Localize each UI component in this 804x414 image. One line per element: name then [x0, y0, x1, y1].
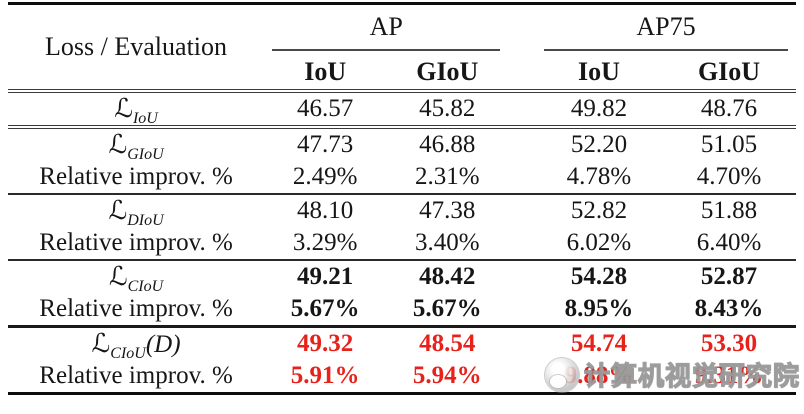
col-header-ap75-giou: GIoU [662, 55, 796, 93]
script-L-symbol: ℒ [91, 329, 111, 359]
row-label-lciou: ℒCIoU [8, 260, 264, 295]
table-row-giou-improv: Relative improv. % 2.49% 2.31% 4.78% 4.7… [8, 161, 796, 195]
loss-subscript: CIoU [127, 278, 164, 295]
row-label-relative-improv: Relative improv. % [8, 293, 265, 328]
column-spacer [508, 327, 536, 361]
loss-subscript: CIoU [110, 345, 146, 362]
col-header-ap-iou: IoU [264, 55, 387, 93]
cell-value: 8.95% [535, 293, 662, 328]
group-underline [543, 48, 788, 51]
cell-value: 54.28 [570, 263, 628, 290]
script-L-symbol: ℒ [108, 130, 128, 160]
row-label-ldiou: ℒDIoU [8, 194, 264, 229]
table-row-ldiou: ℒDIoU 48.10 47.38 52.82 51.88 [8, 194, 796, 229]
loss-suffix: (D) [145, 331, 181, 358]
cell-value: 52.87 [700, 263, 758, 290]
table-row-ciou-d-improv: Relative improv. % 5.91% 5.94% 9.88% 9.3… [8, 360, 796, 394]
cell-value: 49.82 [535, 91, 662, 129]
cell-value: 51.05 [700, 131, 758, 158]
table-row-diou-improv: Relative improv. % 3.29% 3.40% 6.02% 6.4… [8, 227, 796, 261]
loss-subscript: DIoU [127, 212, 164, 229]
table-row-ciou-improv: Relative improv. % 5.67% 5.67% 8.95% 8.4… [8, 293, 796, 328]
row-label-relative-improv: Relative improv. % [39, 362, 233, 389]
cell-value-highlighted: 5.94% [412, 362, 482, 389]
cell-value: 52.20 [570, 131, 628, 158]
loss-subscript: IoU [132, 110, 158, 127]
header-metric-row: IoU GIoU IoU GIoU [8, 55, 796, 93]
script-L-symbol: ℒ [108, 262, 128, 292]
column-spacer [508, 260, 536, 293]
loss-evaluation-table: Loss / Evaluation AP AP75 IoU GIoU IoU G… [8, 2, 796, 395]
group-underline [272, 48, 501, 51]
cell-value: 52.82 [570, 197, 628, 224]
group-header-ap: AP [264, 4, 508, 56]
cell-value: 4.70% [662, 161, 796, 195]
cell-value: 48.76 [662, 91, 796, 129]
row-label-relative-improv: Relative improv. % [8, 227, 265, 261]
col-header-ap-giou: GIoU [386, 55, 509, 93]
column-spacer [508, 3, 536, 93]
cell-value-highlighted: 9.31% [694, 362, 764, 389]
cell-value: 46.88 [419, 131, 476, 158]
row-label-lgiou: ℒGIoU [8, 127, 264, 163]
row-label-liou: ℒIoU [8, 91, 265, 129]
cell-value: 45.82 [386, 91, 509, 129]
table-row-lciou: ℒCIoU 49.21 48.42 54.28 52.87 [8, 260, 796, 295]
column-spacer [508, 194, 536, 227]
cell-value: 47.38 [419, 197, 476, 224]
cell-value-highlighted: 53.30 [700, 330, 758, 357]
table-row-lgiou: ℒGIoU 47.73 46.88 52.20 51.05 [8, 127, 796, 163]
cell-value: 47.73 [297, 131, 354, 158]
cell-value: 51.88 [700, 197, 758, 224]
cell-value: 3.40% [386, 227, 509, 261]
cell-value: 4.78% [535, 161, 662, 195]
cell-value: 6.02% [535, 227, 662, 261]
cell-value: 48.10 [297, 197, 354, 224]
cell-value: 6.40% [662, 227, 796, 261]
cell-value: 46.57 [264, 91, 387, 129]
column-spacer [508, 360, 536, 394]
row-label-relative-improv: Relative improv. % [8, 161, 265, 195]
cell-value: 3.29% [264, 227, 387, 261]
cell-value: 49.21 [297, 263, 354, 290]
column-spacer [508, 227, 536, 261]
loss-subscript: GIoU [127, 146, 164, 163]
corner-header: Loss / Evaluation [8, 3, 265, 93]
cell-value: 8.43% [662, 293, 796, 328]
col-header-ap75-iou: IoU [535, 55, 662, 93]
cell-value: 48.42 [419, 263, 476, 290]
script-L-symbol: ℒ [108, 196, 128, 226]
group-label-ap: AP [369, 12, 403, 42]
table-row-lciou-d: ℒCIoU(D) 49.32 48.54 54.74 53.30 [8, 327, 796, 362]
cell-value-highlighted: 48.54 [419, 330, 476, 357]
cell-value: 5.67% [264, 293, 387, 328]
cell-value: 2.49% [264, 161, 387, 195]
group-label-ap75: AP75 [636, 12, 696, 42]
column-spacer [508, 127, 536, 161]
group-header-ap75: AP75 [536, 4, 796, 56]
cell-value: 5.67% [386, 293, 509, 328]
column-spacer [508, 161, 536, 195]
table-row-liou: ℒIoU 46.57 45.82 49.82 48.76 [8, 91, 796, 129]
script-L-symbol: ℒ [114, 94, 133, 124]
cell-value: 2.31% [386, 161, 509, 195]
cell-value-highlighted: 9.88% [564, 362, 634, 389]
row-label-lciou-d: ℒCIoU(D) [8, 327, 264, 362]
cell-value-highlighted: 5.91% [290, 362, 360, 389]
header-group-row: Loss / Evaluation AP AP75 [8, 3, 796, 93]
cell-value-highlighted: 49.32 [297, 330, 354, 357]
column-spacer [508, 293, 536, 328]
cell-value-highlighted: 54.74 [570, 330, 628, 357]
column-spacer [508, 91, 536, 129]
